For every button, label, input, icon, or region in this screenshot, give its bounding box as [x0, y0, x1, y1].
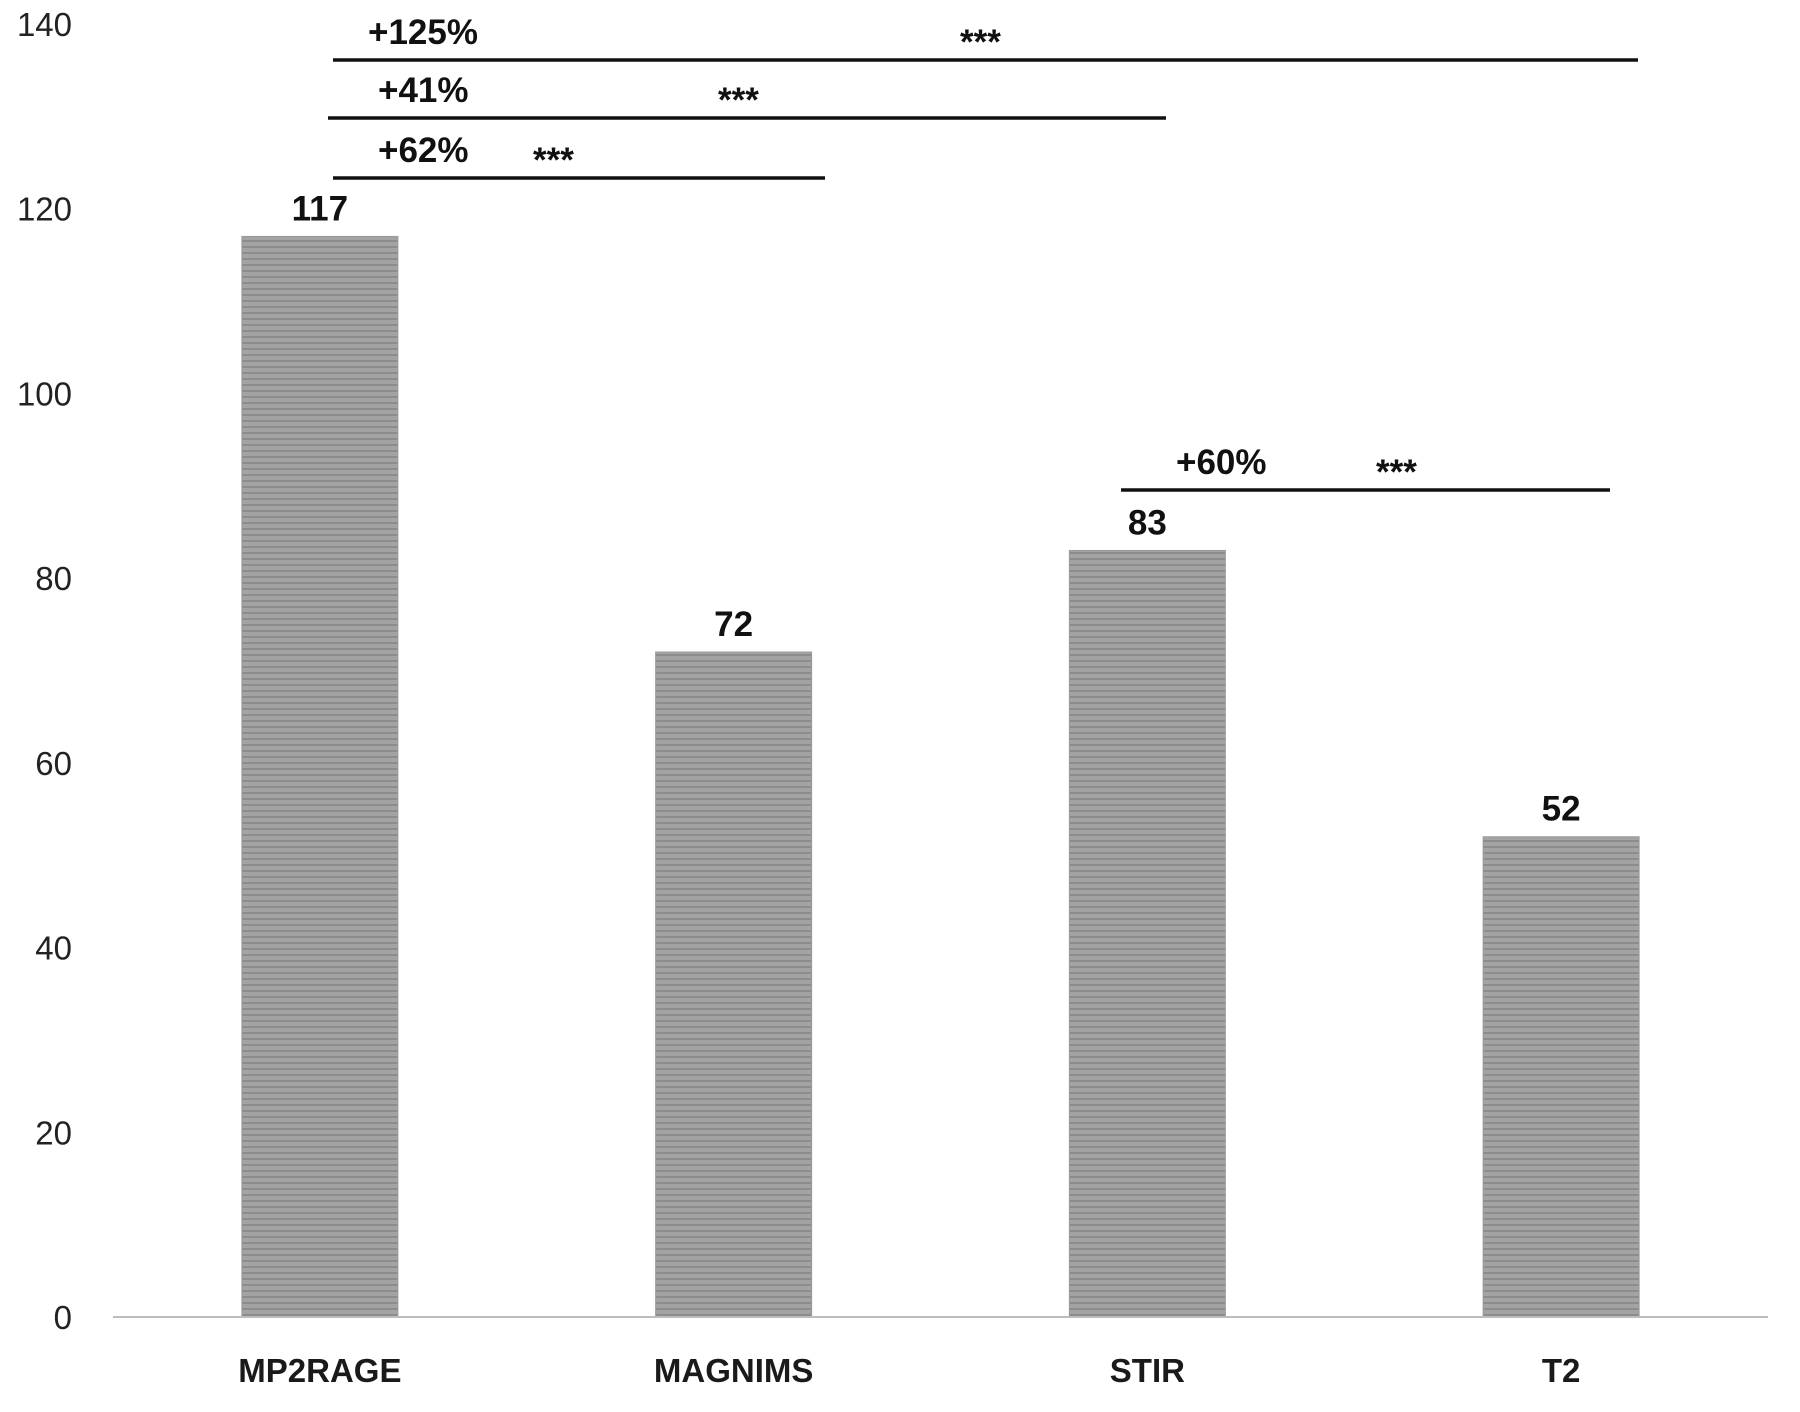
data-label: 52 [1542, 790, 1581, 829]
x-tick-label: STIR [1110, 1352, 1185, 1389]
y-tick-label: 0 [54, 1299, 72, 1336]
y-tick-label: 20 [35, 1114, 72, 1151]
bar-t2 [1482, 836, 1640, 1318]
significance-stars: *** [533, 141, 574, 180]
significance-stars: *** [1376, 453, 1417, 492]
y-tick-label: 100 [17, 375, 72, 412]
data-label: 72 [714, 605, 753, 644]
significance-stars: *** [718, 81, 759, 120]
bar-magnims [655, 651, 813, 1318]
y-tick-label: 60 [35, 745, 72, 782]
data-label: 117 [292, 189, 348, 228]
significance-stars: *** [960, 23, 1001, 62]
y-tick-label: 40 [35, 930, 72, 967]
comparison-label: +125% [368, 13, 478, 52]
comparison-label: +41% [378, 71, 469, 110]
x-tick-label: MAGNIMS [654, 1352, 814, 1389]
comparison-label: +62% [378, 131, 469, 170]
x-tick-label: MP2RAGE [238, 1352, 401, 1389]
y-tick-label: 140 [17, 6, 72, 43]
x-tick-label: T2 [1542, 1352, 1581, 1389]
y-tick-label: 80 [35, 560, 72, 597]
data-label: 83 [1128, 503, 1167, 542]
comparison-label: +60% [1176, 443, 1267, 482]
y-tick-label: 120 [17, 191, 72, 228]
bar-stir [1068, 549, 1226, 1318]
bar-mp2rage [241, 235, 399, 1318]
